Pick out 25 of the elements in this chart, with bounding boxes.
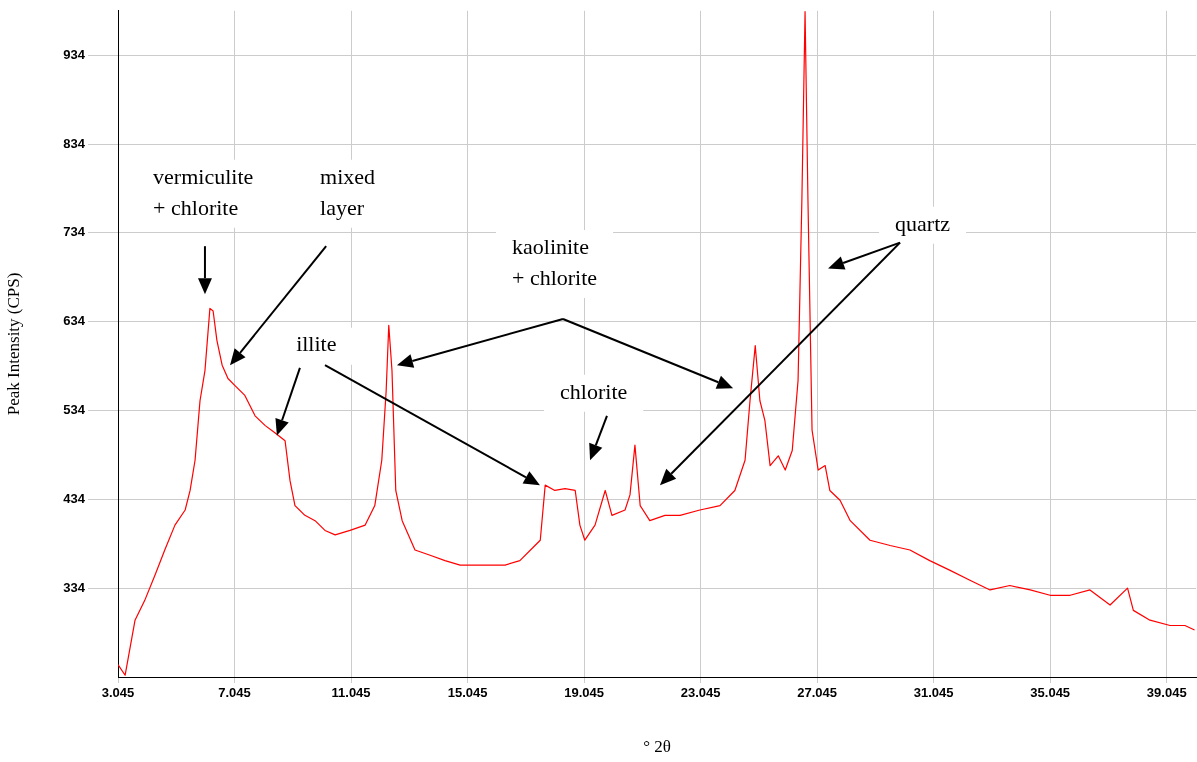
x-tick-label: 35.045 bbox=[1030, 685, 1071, 701]
y-tick-label: 434 bbox=[63, 490, 86, 506]
x-tick-label: 11.045 bbox=[331, 685, 371, 701]
x-tick-label: 15.045 bbox=[447, 685, 488, 701]
x-tick-label: 31.045 bbox=[913, 685, 954, 701]
y-tick-label: 534 bbox=[63, 402, 86, 418]
annotation: chlorite bbox=[560, 378, 628, 404]
annotation: quartz bbox=[895, 210, 951, 236]
y-tick-label: 334 bbox=[63, 579, 86, 595]
annotation: vermiculite + chlorite bbox=[153, 163, 254, 220]
y-tick-label: 634 bbox=[63, 313, 86, 329]
y-tick-label: 734 bbox=[63, 224, 86, 240]
x-axis-title: ° 2θ bbox=[643, 737, 671, 757]
y-tick-label: 834 bbox=[63, 135, 86, 151]
x-tick-label: 3.045 bbox=[101, 685, 135, 701]
x-tick-label: 39.045 bbox=[1146, 685, 1187, 701]
annotation: kaolinite + chlorite bbox=[512, 233, 598, 290]
y-axis-title: Peak Intensity (CPS) bbox=[3, 272, 23, 416]
annotation: illite bbox=[296, 331, 337, 357]
x-tick-label: 19.045 bbox=[564, 685, 604, 701]
x-tick-label: 23.045 bbox=[680, 685, 721, 701]
x-tick-label: 27.045 bbox=[797, 685, 838, 701]
annotation: mixed layer bbox=[320, 163, 376, 220]
x-tick-label: 7.045 bbox=[218, 685, 251, 701]
y-tick-label: 934 bbox=[63, 46, 86, 62]
